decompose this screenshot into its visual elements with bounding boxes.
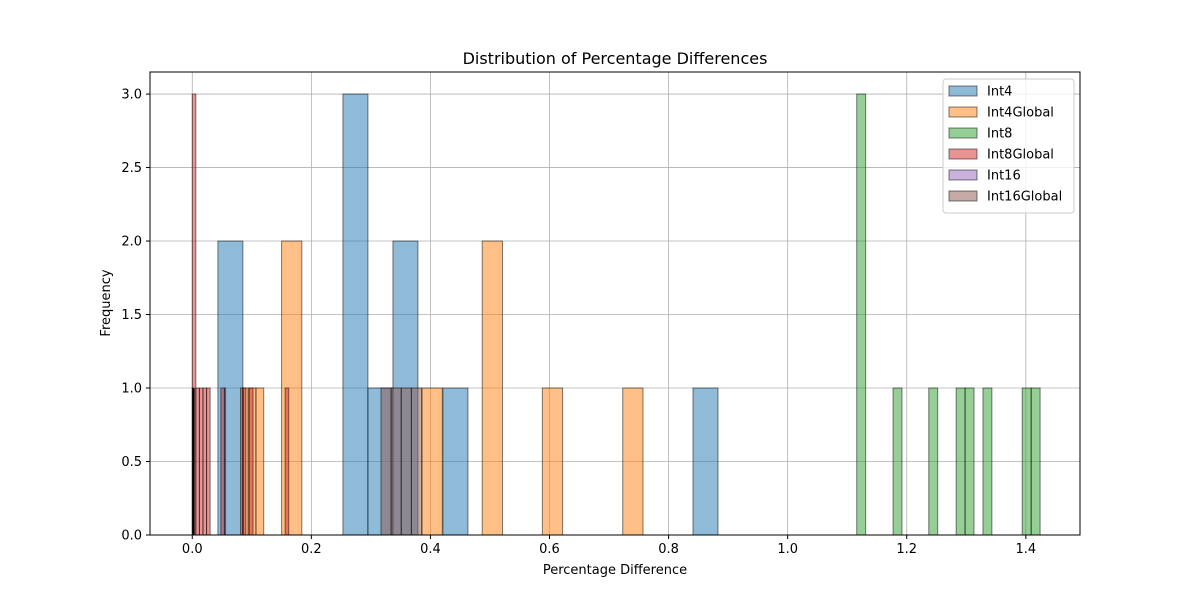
bar-int4global: [281, 240, 303, 536]
bar-int16global: [410, 387, 422, 536]
y-tick-label: 0.0: [121, 529, 142, 544]
legend-swatch-int8global: [948, 148, 978, 160]
legend: Int4 Int4Global Int8 Int8Global Int16 Int16Gl…: [942, 78, 1075, 214]
bar-int4global: [421, 387, 443, 536]
x-tick-label: 1.0: [777, 542, 798, 557]
bar-int8: [856, 93, 867, 536]
axes-frame: [149, 71, 1081, 536]
bar-int8: [982, 387, 993, 536]
series-int8-bars: [856, 93, 1041, 536]
y-tick-label: 3.0: [121, 88, 142, 103]
bar-int16: [223, 387, 227, 536]
bar-near-zero-dark-bar: [192, 388, 195, 535]
bar-int8global: [206, 387, 211, 536]
bar-int4global: [255, 387, 265, 536]
bar-int8global: [220, 387, 225, 536]
x-tick-label: 1.4: [1015, 542, 1036, 557]
y-tick-label: 2.0: [121, 235, 142, 250]
bar-int4: [342, 93, 369, 536]
legend-label-int8: Int8: [987, 127, 1012, 142]
bar-int8: [928, 387, 939, 536]
x-tick-label: 0.8: [658, 542, 679, 557]
y-tick-label: 2.5: [121, 161, 142, 176]
series-int8global-bars: [191, 93, 290, 536]
x-tick-label: 0.0: [182, 542, 203, 557]
legend-label-int16global: Int16Global: [987, 190, 1062, 205]
bar-int4global: [481, 240, 503, 536]
bar-int4global: [622, 387, 644, 536]
x-tick-label: 0.4: [420, 542, 441, 557]
legend-swatch-int16global: [948, 190, 978, 202]
bar-int8: [1030, 387, 1041, 536]
legend-label-int4: Int4: [987, 85, 1012, 100]
legend-label-int4global: Int4Global: [987, 106, 1054, 121]
x-tick-label: 0.2: [301, 542, 322, 557]
bar-int8global: [195, 387, 200, 536]
bar-int8: [955, 387, 966, 536]
chart-title: Distribution of Percentage Differences: [463, 49, 768, 68]
legend-swatch-int16: [948, 169, 978, 181]
legend-label-int8global: Int8Global: [987, 148, 1054, 163]
x-tick-label: 0.6: [539, 542, 560, 557]
bar-int16global: [400, 387, 412, 536]
bar-int4: [692, 387, 719, 536]
legend-swatch-int4: [948, 85, 978, 97]
bar-int8global: [248, 387, 254, 536]
y-tick-label: 1.5: [121, 308, 142, 323]
bar-int8: [1021, 387, 1032, 536]
bar-int8: [892, 387, 903, 536]
bar-int8global: [284, 387, 290, 536]
series-int16global-bars: [380, 387, 422, 536]
y-tick-label: 0.5: [121, 455, 142, 470]
bar-int8global: [202, 387, 208, 536]
bar-int4: [442, 387, 469, 536]
legend-swatch-int4global: [948, 106, 978, 118]
bar-int16global: [380, 387, 392, 536]
y-axis-title: Frequency: [99, 269, 114, 336]
legend-label-int16: Int16: [987, 169, 1021, 184]
legend-swatch-int8: [948, 127, 978, 139]
x-axis-title: Percentage Difference: [543, 563, 687, 578]
bar-int4global: [541, 387, 564, 536]
plot-area: 0.0 0.2 0.4 0.6 0.8 1.0 1.2 1.4 0.0 0.5 1.0 1.5 2.0 2…: [121, 71, 1081, 557]
bar-int16global: [390, 387, 402, 536]
x-tick-label: 1.2: [896, 542, 917, 557]
y-tick-label: 1.0: [121, 382, 142, 397]
bar-int8: [964, 387, 975, 536]
bar-int8global: [198, 387, 204, 536]
bar-int16: [241, 387, 244, 536]
